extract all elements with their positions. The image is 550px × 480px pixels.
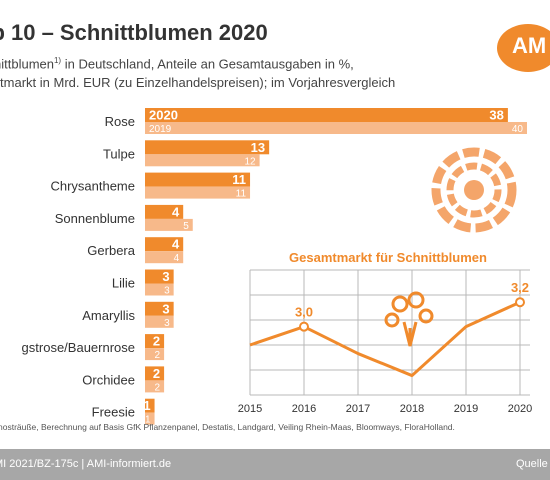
bar-value-2020: 2 <box>153 334 160 349</box>
bar-value-2019: 1 <box>145 415 151 426</box>
bar-2019 <box>145 218 193 231</box>
series-label-2019: 2019 <box>149 124 172 135</box>
category-label: Freesie <box>92 405 135 420</box>
footer-source-right: Quelle <box>516 458 548 470</box>
inset-x-tick-label: 2017 <box>346 403 370 415</box>
bar-value-2020: 38 <box>489 108 503 123</box>
bar-value-2020: 1 <box>143 398 150 413</box>
inset-data-label: 3,2 <box>511 280 529 295</box>
footer-source-left: MI 2021/BZ-175c | AMI-informiert.de <box>0 458 172 470</box>
bouquet-flower <box>407 291 425 309</box>
category-label: Orchidee <box>82 372 135 387</box>
inset-data-point <box>515 297 525 308</box>
inset-x-tick-label: 2015 <box>238 403 262 415</box>
bar-value-2020: 11 <box>232 172 246 187</box>
bar-value-2019: 40 <box>512 124 524 135</box>
subtitle-part-b: in Deutschland, Anteile an Gesamtausgabe… <box>61 56 354 72</box>
bar-value-2020: 3 <box>162 301 169 316</box>
bar-value-2019: 3 <box>164 318 170 329</box>
bar-2019 <box>145 315 174 328</box>
bar-2020 <box>145 398 155 413</box>
inset-x-tick-label: 2016 <box>292 403 316 415</box>
bouquet-flower <box>418 308 434 324</box>
bar-value-2020: 13 <box>251 140 265 155</box>
bar-value-2019: 3 <box>164 286 170 297</box>
category-label: Lilie <box>112 276 135 291</box>
bouquet-icon <box>384 291 434 347</box>
inset-x-tick-label: 2020 <box>508 403 532 415</box>
category-label: Tulpe <box>103 146 135 161</box>
bar-2020 <box>145 334 165 349</box>
bouquet-flower <box>391 295 409 313</box>
subtitle-footnote-marker: 1) <box>53 56 62 65</box>
bar-value-2019: 5 <box>183 221 189 232</box>
bar-2020 <box>145 108 508 122</box>
bar-2019 <box>145 380 165 393</box>
bar-2019 <box>145 186 251 199</box>
chart-title: op 10 – Schnittblumen 2020 <box>0 20 268 45</box>
inset-line-path <box>249 300 521 378</box>
series-label-2020: 2020 <box>149 108 178 123</box>
category-label: Amaryllis <box>82 308 135 323</box>
bar-2020 <box>145 140 270 155</box>
bar-value-2020: 4 <box>172 237 180 252</box>
bar-2020 <box>145 269 174 284</box>
chart-subtitle-line1: nittblumen1) in Deutschland, Anteile an … <box>0 56 354 71</box>
inset-x-tick-label: 2018 <box>400 403 424 415</box>
category-label: Gerbera <box>87 243 135 258</box>
inset-grid: 2015 2016 2017 2018 2019 2020 <box>238 269 532 415</box>
rose-center <box>464 180 484 200</box>
bar-value-2019: 2 <box>155 350 161 361</box>
category-label: Chrysantheme <box>50 179 135 194</box>
bouquet-stems <box>402 321 418 347</box>
chart-subtitle-line2: amtmarkt in Mrd. EUR (zu Einzelhandelspr… <box>0 75 396 90</box>
bar-value-2019: 12 <box>244 156 256 167</box>
bar-value-2019: 11 <box>236 189 247 200</box>
inset-x-tick-label: 2019 <box>454 403 478 415</box>
subtitle-part-a: nittblumen <box>0 56 54 72</box>
bar-value-2019: 2 <box>155 382 161 393</box>
rose-petal-outer <box>431 147 517 233</box>
inset-data-point <box>299 321 309 332</box>
ami-logo-text: AM <box>512 33 547 58</box>
rose-icon <box>431 147 517 233</box>
rose-petal-middle <box>446 162 502 218</box>
bar-2020 <box>145 204 184 219</box>
ami-logo <box>497 24 550 72</box>
bar-value-2019: 4 <box>174 253 180 264</box>
footer-bar <box>0 449 550 480</box>
bar-2019 <box>145 122 527 134</box>
footnote: nosträuße, Berechnung auf Basis GfK Pfla… <box>0 422 455 432</box>
inset-line-series: 3,0 3,2 <box>249 280 529 378</box>
bar-2020 <box>145 172 251 187</box>
bar-value-2020: 3 <box>162 269 169 284</box>
bar-2019 <box>145 348 165 361</box>
bouquet-flower <box>384 312 400 328</box>
bar-value-2020: 2 <box>153 366 160 381</box>
bar-2019 <box>145 283 174 296</box>
category-label: Rose <box>105 114 135 129</box>
bar-2020 <box>145 366 165 381</box>
line-chart-inset: 2015 2016 2017 2018 2019 2020 3,0 3,2 Gesamtma… <box>228 250 546 415</box>
bar-2020 <box>145 301 174 316</box>
category-label: Sonnenblume <box>55 211 135 226</box>
bar-2019 <box>145 251 184 264</box>
inset-data-label: 3,0 <box>295 305 313 320</box>
inset-title: Gesamtmarkt für Schnittblumen <box>289 250 487 265</box>
bar-2019 <box>145 412 155 425</box>
category-label: gstrose/Bauernrose <box>22 340 135 355</box>
bar-2019 <box>145 154 260 167</box>
bar-2020 <box>145 237 184 252</box>
bar-value-2020: 4 <box>172 204 180 219</box>
